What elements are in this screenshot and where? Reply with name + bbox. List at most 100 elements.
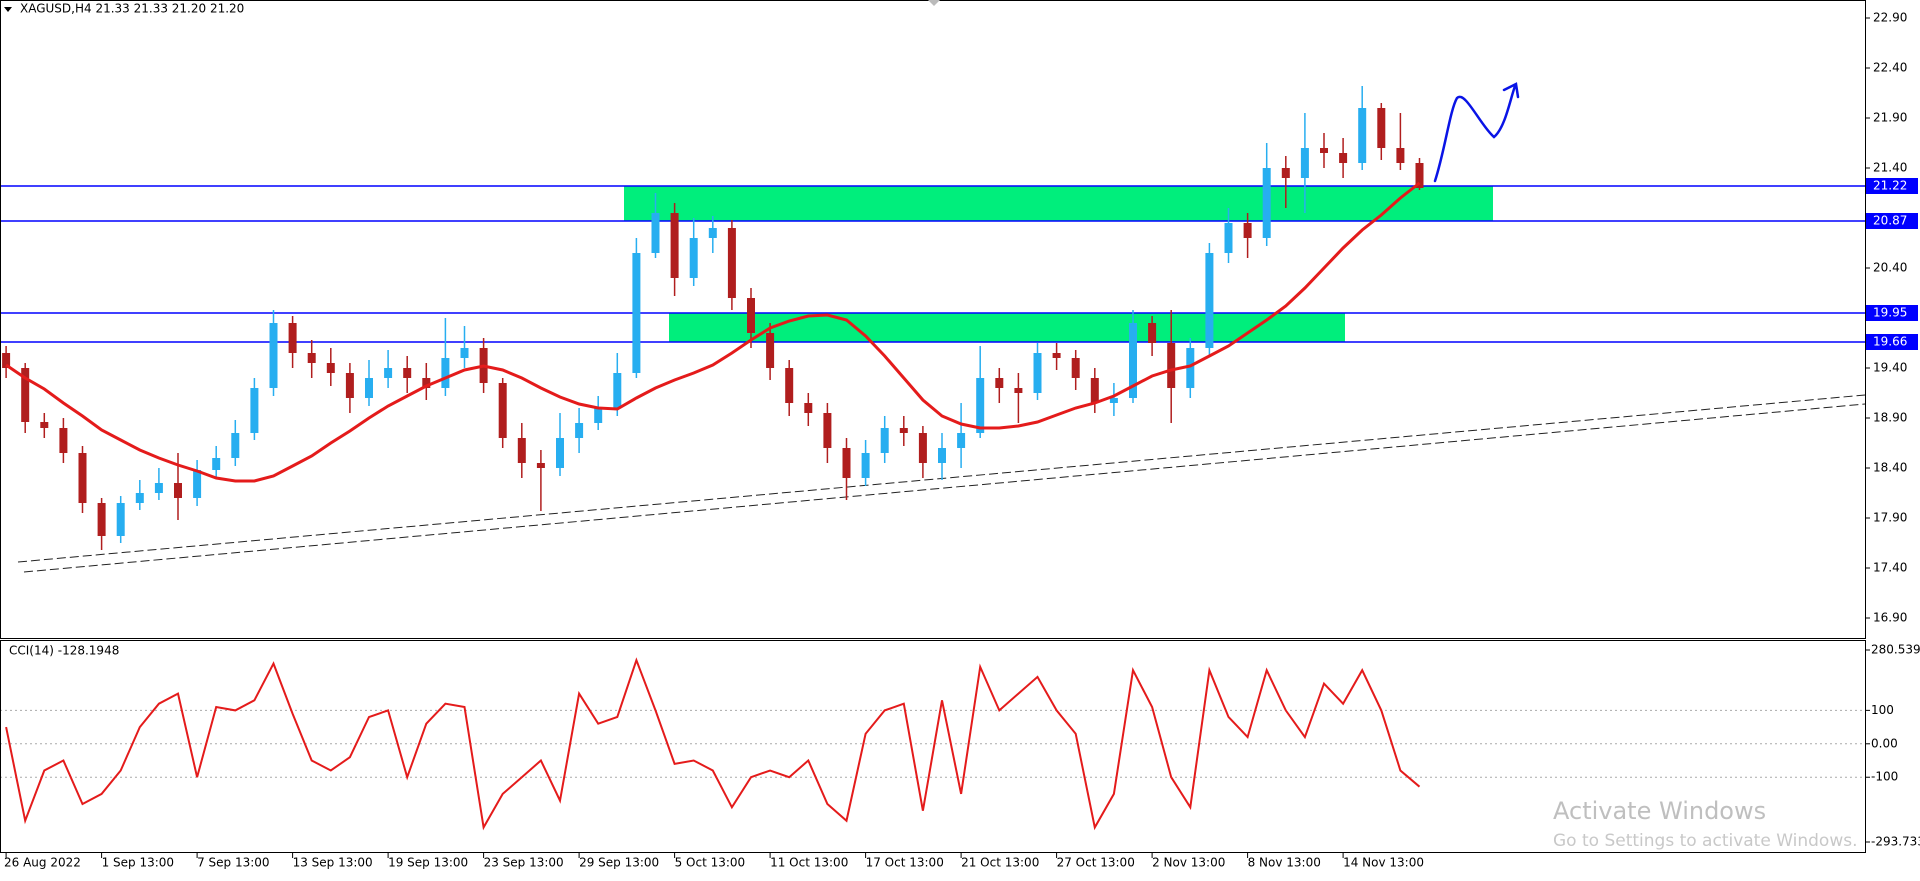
candle-body	[269, 323, 278, 388]
candle-body	[403, 368, 412, 378]
chart-title: XAGUSD,H4 21.33 21.33 21.20 21.20	[20, 2, 244, 16]
x-tick-label: 11 Oct 13:00	[770, 856, 848, 870]
candle-body	[2, 353, 11, 368]
y-tick-label: 21.90	[1873, 111, 1907, 125]
candle-body	[1129, 323, 1137, 398]
candle-body	[899, 428, 908, 433]
candle-body	[422, 378, 431, 388]
y-tick-label: 22.40	[1873, 61, 1907, 75]
x-tick-label: 23 Sep 13:00	[484, 856, 564, 870]
candle-body	[880, 428, 889, 453]
candle-body	[613, 373, 622, 408]
candle-body	[250, 388, 259, 433]
zone	[624, 186, 1493, 221]
menu-triangle[interactable]	[4, 7, 12, 12]
candle-body	[441, 358, 450, 388]
candle-body	[231, 433, 240, 458]
candle-body	[842, 448, 851, 478]
hand-drawn-arrow	[1433, 82, 1520, 183]
plot	[2, 86, 1424, 831]
candle-body	[1415, 163, 1424, 188]
candle-body	[498, 383, 507, 438]
candle-body	[1052, 353, 1061, 358]
level-label-bg	[1866, 334, 1918, 350]
trend-line	[23, 403, 1866, 573]
candle-body	[1148, 323, 1157, 343]
y-tick-label: -100	[1871, 770, 1898, 784]
x-tick-label: 19 Sep 13:00	[388, 856, 468, 870]
watermark: Activate Windows	[1553, 797, 1766, 825]
candle-body	[1186, 348, 1195, 388]
y-tick-label: -293.733	[1871, 835, 1920, 849]
y-tick-label: 100	[1871, 703, 1894, 717]
candle-body	[1377, 108, 1386, 148]
candle-body	[1339, 153, 1348, 163]
candle-body	[689, 238, 698, 278]
scroll-marker	[928, 0, 940, 6]
level-label: 21.22	[1873, 179, 1907, 193]
watermark: Go to Settings to activate Windows.	[1553, 831, 1858, 851]
level-label: 19.66	[1873, 335, 1907, 349]
candle-body	[1358, 108, 1367, 163]
candle-body	[536, 463, 545, 468]
x-tick-label: 17 Oct 13:00	[866, 856, 944, 870]
candle-body	[78, 453, 87, 503]
x-tick-label: 7 Sep 13:00	[197, 856, 269, 870]
candle-body	[747, 298, 755, 333]
zone	[669, 313, 1345, 342]
candle-body	[976, 378, 985, 433]
candle-body	[307, 353, 316, 363]
candle-body	[59, 428, 68, 453]
level-label-bg	[1866, 178, 1918, 194]
candle-body	[1205, 253, 1214, 348]
candle-body	[154, 483, 163, 493]
candle-body	[288, 323, 297, 353]
cci-title: CCI(14) -128.1948	[9, 644, 119, 658]
candle-body	[1243, 223, 1252, 238]
candle-body	[556, 438, 564, 468]
candle-body	[594, 408, 603, 423]
candle-body	[823, 413, 832, 448]
y-tick-label: 22.90	[1873, 11, 1907, 25]
level-label-bg	[1866, 305, 1918, 321]
candle-body	[1109, 398, 1118, 403]
candle-body	[1014, 388, 1023, 393]
candle-body	[1300, 148, 1309, 178]
y-tick-label: 21.40	[1873, 161, 1907, 175]
candle-body	[97, 503, 106, 536]
candle-body	[212, 458, 221, 470]
cci-panel-border	[0, 640, 1866, 853]
x-tick-label: 14 Nov 13:00	[1343, 856, 1424, 870]
moving-average	[5, 181, 1421, 483]
candle-body	[708, 228, 717, 238]
x-tick-label: 13 Sep 13:00	[293, 856, 373, 870]
x-tick-label: 8 Nov 13:00	[1248, 856, 1321, 870]
y-tick-label: 18.40	[1873, 461, 1907, 475]
candle-body	[651, 213, 660, 253]
candle-body	[365, 378, 373, 398]
x-tick-label: 5 Oct 13:00	[675, 856, 746, 870]
candle-body	[40, 422, 49, 428]
candle-body	[193, 470, 202, 498]
candle-body	[1396, 148, 1405, 163]
grid	[0, 17, 1870, 843]
candle-body	[384, 368, 393, 378]
candle-body	[135, 493, 144, 503]
y-tick-label: 19.40	[1873, 361, 1907, 375]
candle-body	[517, 438, 526, 463]
candle-body	[995, 378, 1004, 388]
x-tick-label: 21 Oct 13:00	[961, 856, 1039, 870]
y-tick-label: 16.90	[1873, 611, 1907, 625]
candle-body	[1262, 168, 1271, 238]
candle-body	[174, 483, 182, 498]
y-tick-label: 280.539	[1871, 643, 1920, 657]
candle-body	[938, 448, 946, 463]
candle-body	[1071, 358, 1080, 378]
y-tick-label: 17.90	[1873, 511, 1907, 525]
x-tick-label: 2 Nov 13:00	[1152, 856, 1225, 870]
level-label: 20.87	[1873, 214, 1907, 228]
candle-body	[1320, 148, 1328, 153]
cci-line	[5, 657, 1421, 831]
candle-body	[575, 423, 584, 438]
